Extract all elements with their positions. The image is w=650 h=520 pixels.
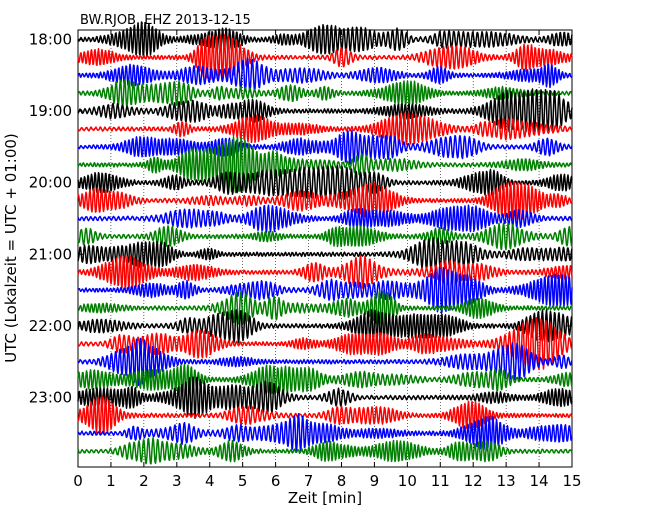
y-tick-label: 20:00 <box>29 174 72 192</box>
trace-2000 <box>77 165 573 201</box>
x-tick-label: 6 <box>271 472 281 490</box>
plot-frame <box>77 29 573 468</box>
x-tick-label: 14 <box>530 472 549 490</box>
trace-2115 <box>77 254 573 290</box>
x-tick-label: 0 <box>73 472 83 490</box>
trace-1930 <box>77 130 573 165</box>
y-axis-ticks: 18:00 19:00 20:00 21:00 22:00 23:00 <box>29 31 572 407</box>
x-tick-label: 2 <box>139 472 149 490</box>
trace-2200 <box>77 309 573 344</box>
y-tick-label: 21:00 <box>29 245 72 263</box>
x-tick-label: 13 <box>497 472 516 490</box>
x-tick-label: 9 <box>370 472 380 490</box>
x-tick-label: 5 <box>238 472 248 490</box>
trace-2130 <box>77 266 573 315</box>
x-tick-label: 1 <box>106 472 116 490</box>
trace-1845 <box>77 79 573 108</box>
x-tick-label: 11 <box>431 472 450 490</box>
trace-1900 <box>77 88 573 135</box>
y-tick-label: 23:00 <box>29 389 72 407</box>
trace-2345 <box>77 437 573 465</box>
x-tick-label: 10 <box>398 472 417 490</box>
y-axis-label: UTC (Lokalzeit = UTC + 01:00) <box>2 133 20 363</box>
x-tick-label: 12 <box>464 472 483 490</box>
trace-2215 <box>77 316 573 371</box>
trace-2100 <box>77 237 573 272</box>
traces <box>77 21 573 465</box>
trace-1915 <box>77 112 573 145</box>
chart-title: BW.RJOB..EHZ 2013-12-15 <box>80 13 251 28</box>
x-tick-label: 7 <box>304 472 314 490</box>
x-tick-label: 15 <box>562 472 581 490</box>
trace-2145 <box>77 290 573 327</box>
x-tick-label: 8 <box>337 472 347 490</box>
x-tick-label: 3 <box>172 472 182 490</box>
x-axis-ticks: 0 1 2 3 4 5 6 7 8 9 10 11 12 13 14 15 <box>73 30 582 490</box>
y-tick-label: 19:00 <box>29 102 72 120</box>
trace-2245 <box>77 363 573 397</box>
trace-2315 <box>77 395 573 436</box>
y-tick-label: 18:00 <box>29 31 72 49</box>
trace-1945 <box>77 136 573 194</box>
trace-2300 <box>77 376 573 419</box>
trace-1800 <box>77 21 573 59</box>
trace-2330 <box>77 413 573 453</box>
x-tick-label: 4 <box>205 472 215 490</box>
trace-1830 <box>77 57 573 93</box>
trace-2030 <box>77 204 573 233</box>
x-axis-label: Zeit [min] <box>288 489 362 507</box>
trace-2045 <box>77 222 573 251</box>
y-tick-label: 22:00 <box>29 317 72 335</box>
trace-2015 <box>77 180 573 221</box>
trace-2230 <box>77 337 573 386</box>
trace-1815 <box>77 34 573 80</box>
